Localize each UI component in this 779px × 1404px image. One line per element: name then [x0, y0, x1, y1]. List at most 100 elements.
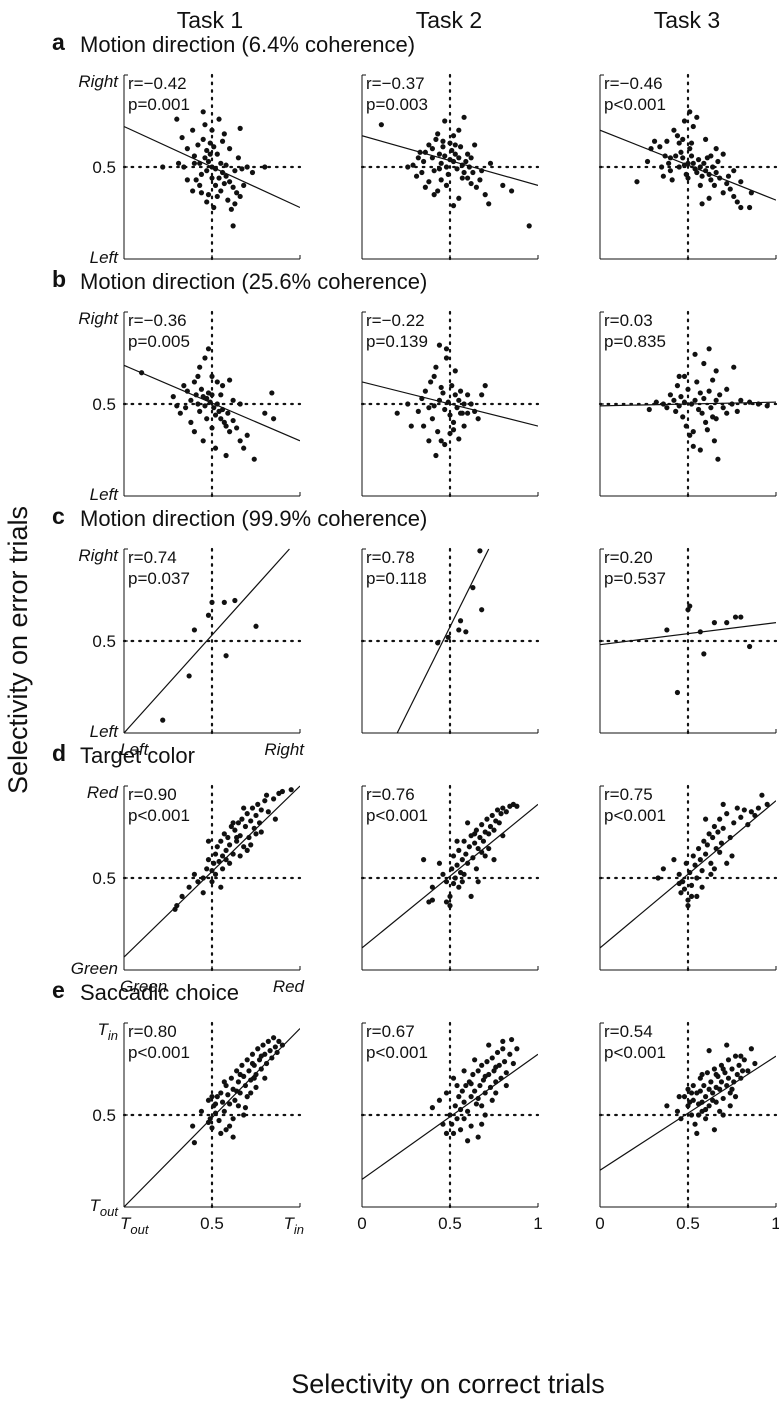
data-point [447, 893, 453, 900]
correlation-p-label: p=0.118 [366, 569, 427, 588]
row-letter: d [52, 740, 66, 766]
data-point [655, 875, 661, 881]
data-point [731, 193, 737, 200]
data-point [195, 373, 201, 379]
data-point [445, 634, 451, 640]
column-title-task-3: Task 3 [654, 7, 720, 33]
data-point [703, 136, 709, 142]
data-point [454, 1082, 460, 1089]
data-point [706, 388, 712, 394]
data-point [457, 618, 464, 624]
data-point [731, 364, 737, 370]
data-point [227, 1123, 233, 1129]
data-point [216, 175, 222, 181]
data-point [232, 827, 238, 833]
data-point [699, 173, 705, 179]
data-point [713, 416, 719, 422]
data-point [706, 1048, 712, 1054]
data-point [244, 811, 250, 817]
data-point [734, 1071, 740, 1078]
data-point [410, 162, 416, 168]
data-point [493, 1090, 499, 1096]
data-point [729, 401, 735, 407]
data-point [713, 845, 719, 852]
x-tick-label-right: Right [264, 740, 305, 759]
correlation-p-label: p=0.037 [128, 569, 190, 588]
regression-line [600, 401, 776, 407]
data-point [419, 169, 425, 176]
data-point [681, 373, 688, 379]
data-point [234, 838, 240, 844]
y-tick-label-mid: 0.5 [92, 1106, 116, 1125]
data-point [225, 834, 231, 841]
data-point [473, 866, 479, 872]
data-point [244, 432, 250, 438]
data-point [251, 456, 257, 462]
data-point [715, 456, 721, 462]
data-point [232, 201, 238, 207]
data-point [219, 853, 226, 859]
data-point [660, 173, 666, 179]
data-point [452, 142, 458, 148]
data-point [198, 190, 205, 196]
data-point [725, 173, 732, 179]
regression-line [362, 803, 538, 949]
data-point [688, 153, 695, 159]
correlation-r-label: r=0.67 [366, 1022, 415, 1041]
data-point [436, 397, 443, 403]
data-point [664, 627, 670, 633]
data-point [234, 1068, 240, 1074]
data-point [493, 1079, 499, 1085]
data-point [443, 164, 450, 170]
data-point [230, 1116, 236, 1122]
data-point [431, 168, 437, 174]
data-point [708, 153, 714, 159]
data-point [732, 1053, 739, 1059]
data-point [193, 177, 199, 183]
correlation-p-label: p=0.537 [604, 569, 666, 588]
data-point [477, 177, 483, 183]
data-point [710, 164, 716, 170]
data-point [685, 386, 691, 392]
data-point [288, 787, 294, 793]
data-point [703, 1106, 709, 1113]
data-point [683, 860, 689, 866]
data-point [718, 1079, 725, 1085]
data-point [703, 851, 709, 857]
data-point [671, 397, 677, 403]
data-point [212, 871, 219, 877]
data-point [184, 388, 190, 394]
data-point [681, 399, 688, 405]
data-point [440, 144, 446, 150]
data-point [197, 160, 203, 166]
y-tick-label-mid: 0.5 [92, 158, 116, 177]
data-point [687, 146, 693, 152]
data-point [174, 403, 180, 409]
data-point [748, 809, 754, 815]
data-point [664, 405, 670, 411]
data-point [443, 346, 450, 352]
data-point [500, 1046, 506, 1052]
data-point [279, 1042, 285, 1048]
data-point [674, 1108, 681, 1114]
data-point [487, 1084, 494, 1090]
data-point [465, 820, 471, 826]
x-tick-label-left: Left [120, 740, 150, 759]
data-point [694, 379, 700, 385]
data-point [461, 401, 467, 407]
data-point [211, 405, 217, 411]
data-point [724, 386, 730, 392]
data-point [717, 175, 723, 181]
data-point [211, 860, 217, 866]
data-point [465, 175, 471, 181]
data-point [436, 1097, 443, 1103]
data-point [256, 820, 263, 826]
correlation-p-label: p<0.001 [604, 95, 666, 114]
correlation-r-label: r=−0.42 [128, 74, 187, 93]
data-point [692, 397, 698, 403]
data-point [713, 1071, 719, 1078]
data-point [507, 1051, 513, 1057]
data-point [212, 1110, 219, 1116]
data-point [440, 1121, 446, 1127]
